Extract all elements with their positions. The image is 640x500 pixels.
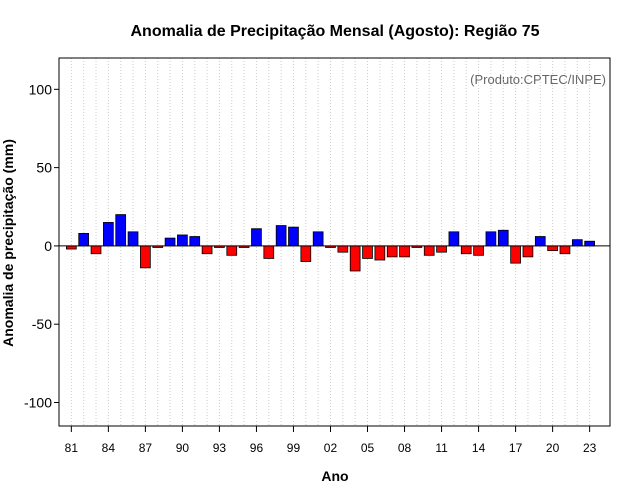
bar-1990 [177, 234, 188, 247]
bar-2014 [473, 245, 484, 256]
bar-1983 [90, 245, 102, 255]
x-tick-label: 99 [287, 441, 301, 455]
y-tick-label: -50 [32, 316, 52, 332]
x-tick-label: 96 [250, 441, 264, 455]
bar-1987 [140, 245, 151, 269]
bar-2016 [497, 229, 509, 247]
chart-title: Anomalia de Precipitação Mensal (Agosto)… [131, 23, 540, 40]
bar-1986 [127, 231, 139, 247]
bar-2010 [423, 245, 435, 256]
product-credit: (Produto:CPTEC/INPE) [470, 72, 606, 87]
bar-2018 [522, 245, 534, 258]
x-tick-label: 93 [213, 441, 227, 455]
bar-1998 [275, 225, 287, 247]
x-tick-label: 87 [139, 441, 153, 455]
bar-2003 [337, 245, 349, 253]
x-tick-label: 90 [176, 441, 190, 455]
x-tick-label: 08 [398, 441, 412, 455]
bar-series [66, 214, 595, 272]
bar-1999 [288, 226, 299, 247]
bar-2015 [485, 231, 497, 247]
bar-2011 [436, 245, 447, 253]
x-tick-label: 14 [472, 441, 486, 455]
bar-2007 [386, 245, 398, 258]
x-tick-label: 11 [435, 441, 448, 455]
bar-2006 [374, 245, 386, 261]
x-tick-label: 02 [324, 441, 338, 455]
bar-1997 [263, 245, 275, 259]
bar-2017 [510, 245, 521, 264]
bar-2000 [300, 245, 312, 262]
bar-2001 [312, 231, 324, 247]
x-axis: 81 84 87 90 93 96 99 02 05 08 11 14 17 20 23 [65, 426, 597, 455]
bar-2004 [349, 245, 361, 272]
bar-1982 [78, 232, 90, 247]
bar-2023 [584, 240, 595, 247]
y-tick-label: 100 [29, 81, 53, 97]
x-axis-label: Ano [321, 468, 348, 484]
bar-2020 [547, 245, 558, 252]
x-tick-label: 23 [583, 441, 597, 455]
bar-2022 [571, 239, 583, 247]
grid-lines [70, 58, 591, 426]
bar-2012 [448, 231, 460, 247]
bar-1984 [103, 222, 114, 247]
y-axis-label: Anomalia de precipitação (mm) [0, 139, 16, 347]
x-tick-label: 84 [102, 441, 116, 455]
y-axis: -100 -50 0 50 100 [24, 81, 59, 411]
bar-1992 [201, 245, 213, 255]
y-tick-label: 0 [44, 238, 52, 254]
plot-frame [58, 57, 611, 427]
x-tick-label: 81 [65, 441, 79, 455]
bar-2013 [460, 245, 472, 255]
bar-1985 [115, 214, 127, 247]
bar-2008 [399, 245, 410, 258]
y-tick-label: -100 [24, 395, 52, 411]
x-tick-label: 17 [509, 441, 523, 455]
x-tick-label: 05 [361, 441, 375, 455]
x-tick-label: 20 [546, 441, 560, 455]
bar-1996 [251, 228, 262, 247]
bar-2019 [534, 236, 546, 247]
bar-1994 [226, 245, 238, 256]
bar-2021 [559, 245, 571, 255]
y-tick-label: 50 [36, 160, 52, 176]
bar-2005 [362, 245, 373, 259]
bar-1991 [189, 236, 201, 247]
bar-1989 [164, 237, 176, 247]
